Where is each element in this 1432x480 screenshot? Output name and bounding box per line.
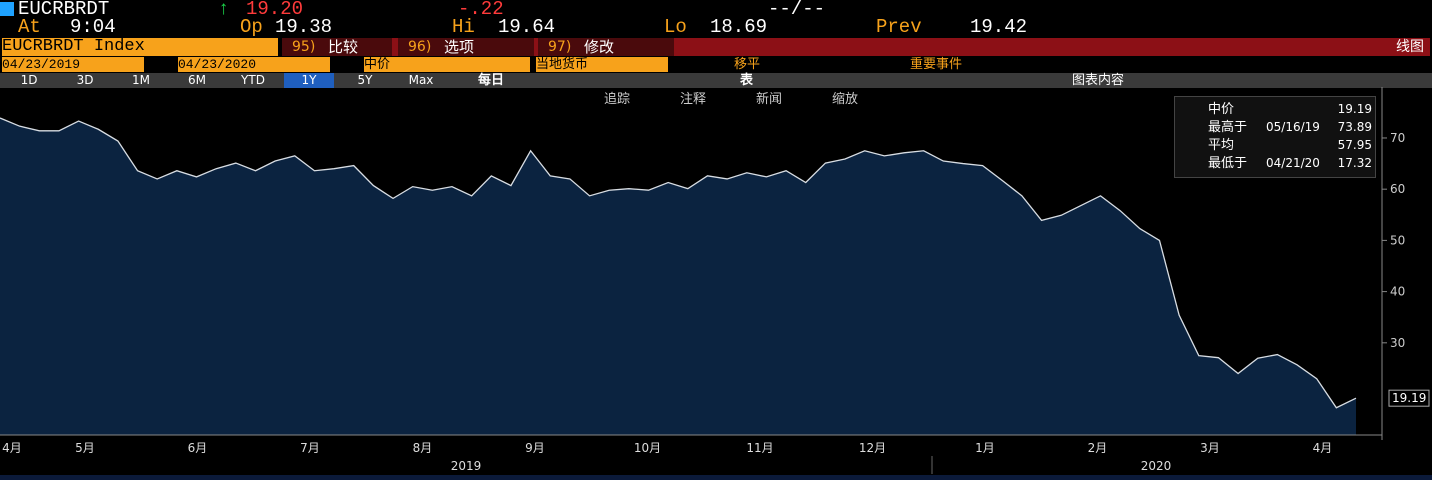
frequency[interactable]: 每日 [478, 73, 505, 88]
at-label: At [18, 16, 41, 38]
legend-label: 平均 [1208, 138, 1235, 153]
legend-label: 最低于 [1208, 156, 1248, 171]
period[interactable]: 5Y [357, 73, 373, 87]
prev-label: Prev [876, 16, 922, 38]
x-tick-label: 5月 [75, 441, 95, 455]
line [0, 117, 1357, 409]
x-tick-label: 8月 [413, 441, 433, 455]
arrow: ↑ [218, 0, 230, 20]
button-num[interactable]: 96) [398, 38, 534, 56]
lo: 18.69 [710, 16, 768, 38]
y-tick-label: 70 [1390, 131, 1405, 145]
op-label: Op [240, 16, 263, 38]
ticker-icon [0, 2, 14, 16]
legend-label: 中价 [1208, 102, 1235, 117]
legend-date: 04/21/20 [1266, 156, 1320, 170]
events[interactable]: 重要事件 [910, 57, 963, 72]
end-date[interactable]: 04/23/2020 [178, 57, 330, 72]
y-tick-label: 60 [1390, 182, 1405, 196]
ticker: EUCRBRDT [18, 0, 110, 20]
date: --/-- [768, 0, 826, 20]
at: 9:04 [70, 16, 116, 38]
hi: 19.64 [498, 16, 556, 38]
hi-label: Hi [452, 16, 475, 38]
y-tick-label: 40 [1390, 285, 1405, 299]
y-tick-label: 30 [1390, 336, 1405, 350]
last-price: 19.19 [1392, 391, 1426, 405]
x-tick-label: 12月 [859, 441, 886, 455]
legend-date: 05/16/19 [1266, 120, 1320, 134]
change: -.22 [458, 0, 504, 20]
field[interactable]: 中价 [364, 57, 530, 72]
area [0, 117, 1356, 435]
op: 19.38 [275, 16, 333, 38]
x-tick-label: 10月 [634, 441, 661, 455]
period[interactable]: 1M [132, 73, 150, 87]
legend-value: 17.32 [1337, 156, 1372, 170]
button-label[interactable]: 修改 [584, 38, 615, 56]
period-bar [0, 73, 1432, 88]
tool[interactable]: 缩放 [832, 92, 859, 107]
move[interactable]: 移平 [734, 57, 761, 72]
x-tick-label: 2月 [1088, 441, 1108, 455]
period[interactable]: 1Y [284, 73, 334, 88]
x-tick-label: 7月 [300, 441, 320, 455]
button-label[interactable]: 比较 [328, 38, 359, 56]
period[interactable]: 3D [76, 73, 94, 87]
x-tick-label: 4月 [2, 441, 22, 455]
security[interactable]: EUCRBRDT Index [2, 38, 278, 56]
legend-label: 最高于 [1208, 120, 1248, 135]
period[interactable]: YTD [241, 73, 265, 87]
tool[interactable]: 追踪 [604, 92, 631, 107]
x-tick-label: 11月 [746, 441, 773, 455]
button-num[interactable]: 95) [282, 38, 392, 56]
lo-label: Lo [664, 16, 687, 38]
x-tick-label: 3月 [1200, 441, 1220, 455]
content[interactable]: 图表内容 [1072, 73, 1125, 88]
button-num[interactable]: 97) [538, 38, 674, 56]
currency[interactable]: 当地货币 [536, 57, 668, 72]
tool[interactable]: 新闻 [756, 92, 783, 107]
start-date[interactable]: 04/23/2019 [2, 57, 144, 72]
chart-kind[interactable]: 线图 [1396, 39, 1424, 55]
legend-value: 19.19 [1337, 102, 1372, 116]
table[interactable]: 表 [740, 73, 754, 88]
button-label[interactable]: 选项 [444, 38, 475, 56]
period[interactable]: Max [408, 73, 434, 87]
legend-value: 73.89 [1337, 120, 1372, 134]
prev: 19.42 [970, 16, 1028, 38]
last: 19.20 [246, 0, 304, 20]
x-tick-label: 1月 [975, 441, 995, 455]
bottom-strip [0, 475, 1432, 480]
x-tick-label: 6月 [188, 441, 208, 455]
x-tick-label: 4月 [1313, 441, 1333, 455]
period[interactable]: 1D [20, 73, 38, 87]
y-tick-label: 50 [1390, 233, 1405, 247]
legend-value: 57.95 [1337, 138, 1372, 152]
period[interactable]: 6M [188, 73, 206, 87]
legend-box [1174, 96, 1376, 178]
last-price-box [1388, 389, 1430, 407]
year-label: 2020 [1141, 459, 1172, 473]
x-tick-label: 9月 [525, 441, 545, 455]
tool[interactable]: 注释 [680, 92, 707, 107]
year-label: 2019 [451, 459, 482, 473]
